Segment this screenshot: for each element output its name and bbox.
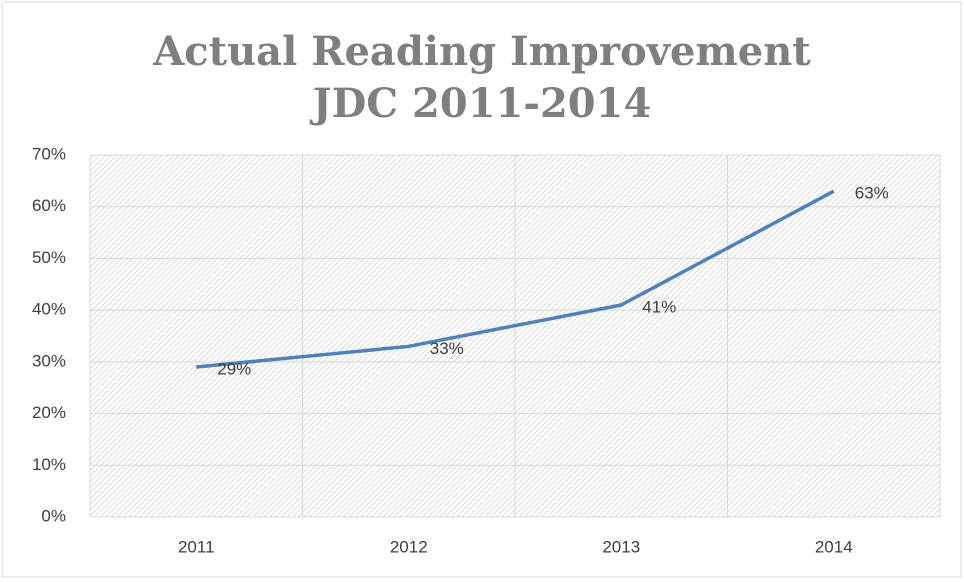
y-tick-label: 60%	[32, 196, 66, 215]
x-tick-label: 2014	[815, 537, 853, 556]
y-tick-label: 10%	[32, 455, 66, 474]
data-label: 29%	[217, 360, 251, 379]
y-tick-label: 50%	[32, 248, 66, 267]
y-tick-label: 20%	[32, 403, 66, 422]
y-tick-label: 40%	[32, 300, 66, 319]
x-tick-label: 2012	[390, 537, 428, 556]
y-tick-label: 70%	[32, 144, 66, 163]
y-tick-label: 0%	[41, 506, 66, 525]
x-tick-label: 2011	[178, 537, 215, 556]
data-label: 41%	[642, 297, 676, 316]
data-label: 63%	[855, 184, 889, 203]
y-tick-label: 30%	[32, 351, 66, 370]
data-line	[196, 189, 835, 369]
x-tick-label: 2013	[602, 537, 640, 556]
data-label: 33%	[430, 339, 464, 358]
chart-title: Actual Reading Improvement JDC 2011-2014	[153, 28, 811, 127]
